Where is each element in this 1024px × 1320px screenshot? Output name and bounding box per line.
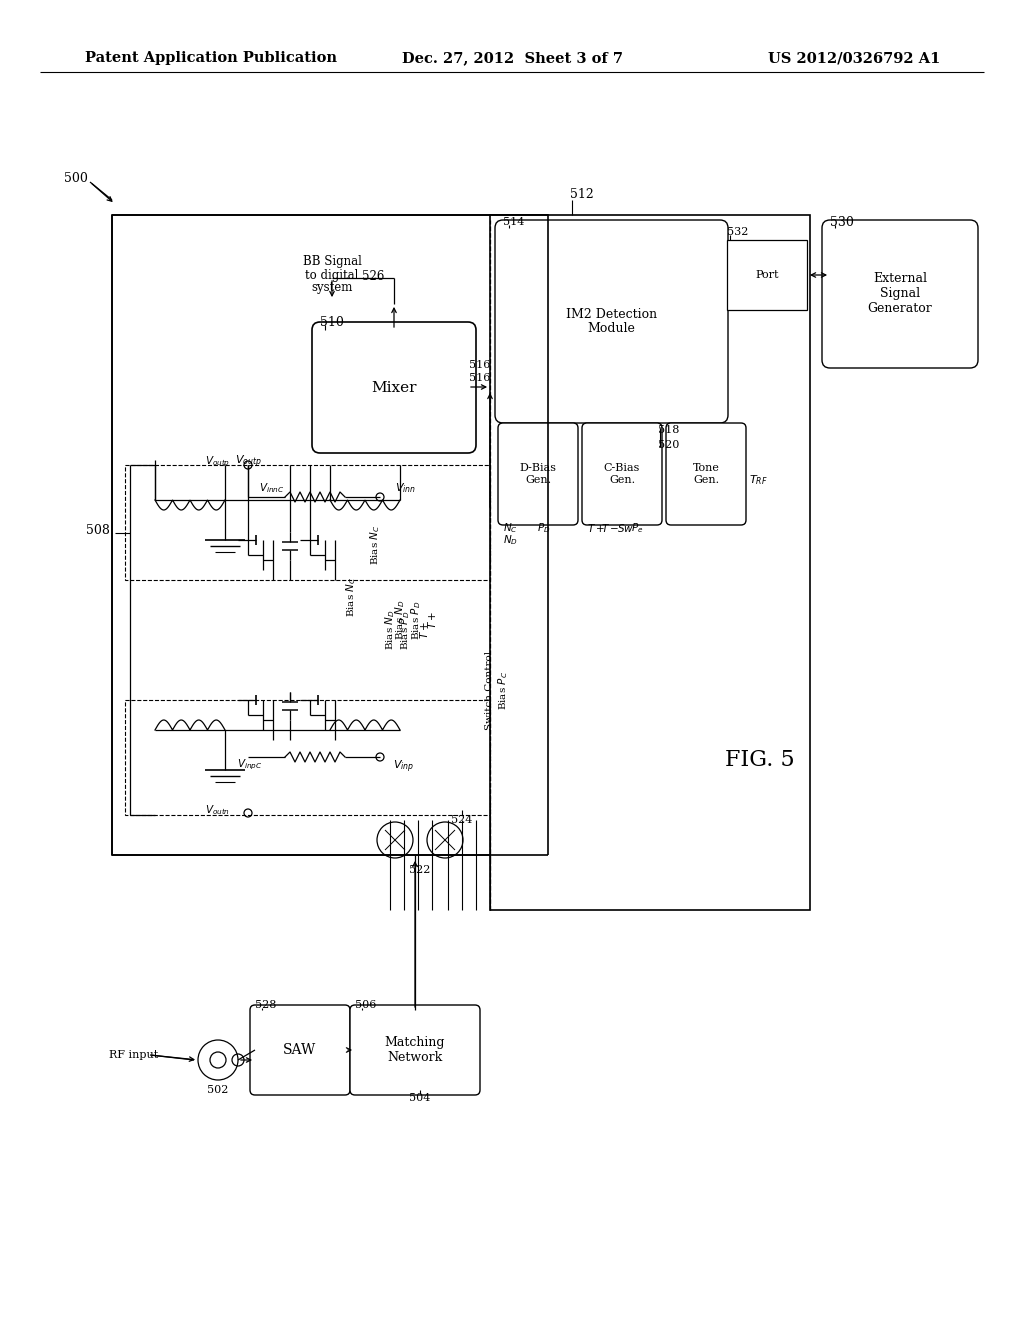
Text: Mixer: Mixer: [372, 380, 417, 395]
Text: 526: 526: [362, 269, 384, 282]
Text: 508: 508: [86, 524, 110, 536]
Bar: [727, 240, 807, 310]
Bar: [125, 700, 490, 814]
Text: SAW: SAW: [284, 1043, 316, 1057]
Text: system: system: [311, 281, 352, 294]
Text: FIG. 5: FIG. 5: [725, 748, 795, 771]
Text: $P_D$: $P_D$: [537, 521, 551, 535]
Text: $V_{outn}$: $V_{outn}$: [205, 803, 230, 817]
Text: $T-$: $T-$: [601, 521, 618, 535]
FancyBboxPatch shape: [312, 322, 476, 453]
Text: C-Bias
Gen.: C-Bias Gen.: [604, 463, 640, 484]
Text: External
Signal
Generator: External Signal Generator: [867, 272, 933, 315]
Text: $T+$: $T+$: [418, 620, 430, 639]
Text: Bias $P_D$: Bias $P_D$: [410, 601, 423, 640]
Text: 524: 524: [452, 814, 473, 825]
Text: 504: 504: [410, 1093, 431, 1104]
Text: 516: 516: [469, 360, 490, 370]
Text: $N_C$: $N_C$: [503, 521, 518, 535]
Text: $V_{outp}$: $V_{outp}$: [205, 455, 230, 469]
Text: $T_{RF}$: $T_{RF}$: [749, 473, 767, 487]
FancyBboxPatch shape: [582, 422, 662, 525]
FancyBboxPatch shape: [250, 1005, 350, 1096]
Text: RF input: RF input: [109, 1049, 158, 1060]
Text: $V_{innC}$: $V_{innC}$: [259, 480, 285, 495]
Text: 512: 512: [570, 189, 594, 202]
FancyBboxPatch shape: [822, 220, 978, 368]
Text: Bias $N_C$: Bias $N_C$: [344, 577, 358, 618]
Text: Bias $N_C$: Bias $N_C$: [368, 525, 382, 565]
Text: D-Bias
Gen.: D-Bias Gen.: [519, 463, 556, 484]
Text: 528: 528: [255, 1001, 276, 1010]
Text: Bias $P_C$: Bias $P_C$: [496, 671, 510, 710]
Text: IM2 Detection
Module: IM2 Detection Module: [566, 308, 657, 335]
Text: 510: 510: [319, 315, 344, 329]
Text: 530: 530: [830, 215, 854, 228]
Bar: [125, 465, 490, 579]
Text: $V_{inpC}$: $V_{inpC}$: [238, 758, 263, 772]
FancyBboxPatch shape: [350, 1005, 480, 1096]
Text: 502: 502: [207, 1085, 228, 1096]
Text: $V_{outp}$: $V_{outp}$: [234, 454, 261, 470]
Text: 506: 506: [355, 1001, 377, 1010]
Text: 518: 518: [658, 425, 679, 436]
Text: 520: 520: [658, 440, 679, 450]
Text: Tone
Gen.: Tone Gen.: [692, 463, 720, 484]
Bar: [490, 215, 810, 909]
Text: Switch Control: Switch Control: [485, 651, 495, 730]
Text: 532: 532: [727, 227, 749, 238]
Text: $P_e$: $P_e$: [631, 521, 643, 535]
Text: Bias $N_D$: Bias $N_D$: [393, 599, 407, 640]
Text: $T+$: $T+$: [426, 611, 438, 628]
Text: 522: 522: [410, 865, 431, 875]
Text: 514: 514: [503, 216, 524, 227]
Text: 500: 500: [65, 172, 88, 185]
Text: US 2012/0326792 A1: US 2012/0326792 A1: [768, 51, 940, 65]
Text: $N_D$: $N_D$: [503, 533, 518, 546]
FancyBboxPatch shape: [498, 422, 578, 525]
Text: $V_{inn}$: $V_{inn}$: [395, 480, 416, 495]
Text: Bias $P_D$: Bias $P_D$: [398, 610, 412, 649]
Text: to digital: to digital: [305, 268, 358, 281]
Text: Dec. 27, 2012  Sheet 3 of 7: Dec. 27, 2012 Sheet 3 of 7: [401, 51, 623, 65]
Text: Patent Application Publication: Patent Application Publication: [85, 51, 337, 65]
Text: Matching
Network: Matching Network: [385, 1036, 445, 1064]
Text: Bias $N_D$: Bias $N_D$: [383, 610, 397, 651]
FancyBboxPatch shape: [495, 220, 728, 422]
Text: 516: 516: [469, 374, 490, 383]
Bar: [112, 215, 548, 855]
Text: $V_{inp}$: $V_{inp}$: [393, 759, 415, 775]
Text: $Sw$: $Sw$: [617, 521, 634, 535]
FancyBboxPatch shape: [666, 422, 746, 525]
Text: BB Signal: BB Signal: [302, 256, 361, 268]
Text: Port: Port: [756, 271, 778, 280]
Text: $T+$: $T+$: [587, 521, 605, 535]
